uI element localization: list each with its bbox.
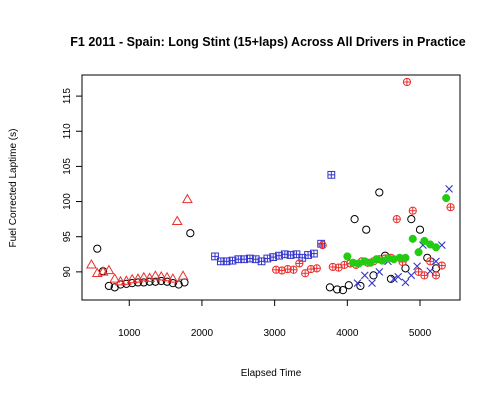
y-axis: 90 95 100 105 110 115 bbox=[62, 88, 82, 278]
data-point bbox=[362, 225, 371, 234]
data-point bbox=[309, 249, 318, 258]
data-point bbox=[426, 257, 435, 266]
data-point bbox=[327, 170, 336, 179]
data-point bbox=[338, 286, 348, 295]
data-point bbox=[240, 255, 249, 264]
data-point bbox=[343, 252, 352, 261]
data-point bbox=[375, 188, 384, 197]
data-point bbox=[126, 273, 138, 284]
x-tick-label: 4000 bbox=[336, 328, 359, 339]
x-axis: 1000 2000 3000 4000 5000 bbox=[118, 300, 432, 339]
data-point bbox=[301, 269, 310, 278]
data-point bbox=[104, 281, 113, 291]
data-point bbox=[350, 215, 359, 224]
y-tick-label: 115 bbox=[62, 88, 73, 104]
data-point bbox=[442, 193, 451, 203]
data-point bbox=[312, 264, 321, 273]
data-point bbox=[426, 267, 435, 276]
y-tick-label: 105 bbox=[62, 158, 73, 175]
data-point bbox=[445, 185, 453, 193]
y-tick-label: 110 bbox=[62, 123, 73, 139]
data-point bbox=[437, 261, 446, 270]
x-tick-label: 2000 bbox=[191, 328, 214, 339]
data-point bbox=[149, 270, 161, 280]
y-axis-label: Fuel Corrected Laptime (s) bbox=[8, 129, 19, 248]
data-point bbox=[93, 244, 102, 253]
data-point bbox=[413, 262, 422, 271]
data-point bbox=[344, 281, 353, 290]
data-point bbox=[369, 271, 378, 280]
data-point bbox=[407, 271, 416, 280]
data-point bbox=[155, 270, 167, 281]
data-point bbox=[222, 257, 231, 266]
data-point bbox=[401, 278, 410, 287]
data-point bbox=[431, 271, 441, 280]
data-point bbox=[161, 271, 173, 282]
data-point bbox=[368, 279, 376, 288]
data-point bbox=[177, 270, 189, 280]
data-point bbox=[394, 272, 403, 281]
data-point bbox=[333, 285, 342, 294]
data-point bbox=[415, 225, 425, 234]
x-axis-label: Elapsed Time bbox=[241, 368, 302, 379]
data-point bbox=[318, 241, 327, 250]
x-tick-label: 1000 bbox=[118, 328, 141, 339]
plot-frame bbox=[81, 74, 461, 301]
data-point bbox=[402, 77, 412, 87]
data-point bbox=[431, 243, 441, 252]
data-point bbox=[295, 259, 304, 268]
data-point bbox=[408, 234, 417, 243]
data-points bbox=[85, 77, 455, 295]
y-tick-label: 95 bbox=[62, 231, 73, 243]
data-point bbox=[325, 283, 334, 292]
data-point bbox=[414, 248, 423, 257]
data-point bbox=[392, 215, 401, 224]
data-point bbox=[446, 203, 455, 212]
data-point bbox=[85, 259, 97, 269]
data-point bbox=[167, 273, 179, 283]
data-point bbox=[269, 253, 278, 262]
data-point bbox=[211, 252, 219, 261]
x-tick-label: 5000 bbox=[409, 328, 432, 339]
data-point bbox=[181, 193, 193, 204]
data-point bbox=[353, 279, 362, 288]
data-point bbox=[408, 206, 417, 215]
chart-title: F1 2011 - Spain: Long Stint (15+laps) Ac… bbox=[70, 35, 465, 49]
data-point bbox=[389, 275, 398, 283]
data-point bbox=[171, 215, 183, 225]
data-point bbox=[356, 281, 365, 291]
data-point bbox=[138, 271, 150, 282]
y-tick-label: 90 bbox=[62, 266, 73, 278]
data-point bbox=[174, 280, 183, 289]
data-point bbox=[432, 257, 440, 266]
data-point bbox=[360, 271, 369, 280]
data-point bbox=[109, 273, 121, 283]
data-point bbox=[168, 279, 177, 288]
data-point bbox=[420, 236, 429, 245]
data-point bbox=[115, 275, 126, 286]
y-tick-label: 100 bbox=[62, 193, 73, 210]
data-point bbox=[366, 258, 375, 267]
data-point bbox=[420, 271, 429, 280]
data-point bbox=[401, 253, 410, 262]
data-point bbox=[186, 229, 195, 238]
data-point bbox=[103, 264, 115, 275]
data-point bbox=[289, 265, 298, 274]
x-tick-label: 3000 bbox=[264, 328, 287, 339]
data-point bbox=[407, 215, 416, 224]
data-point bbox=[375, 267, 384, 276]
